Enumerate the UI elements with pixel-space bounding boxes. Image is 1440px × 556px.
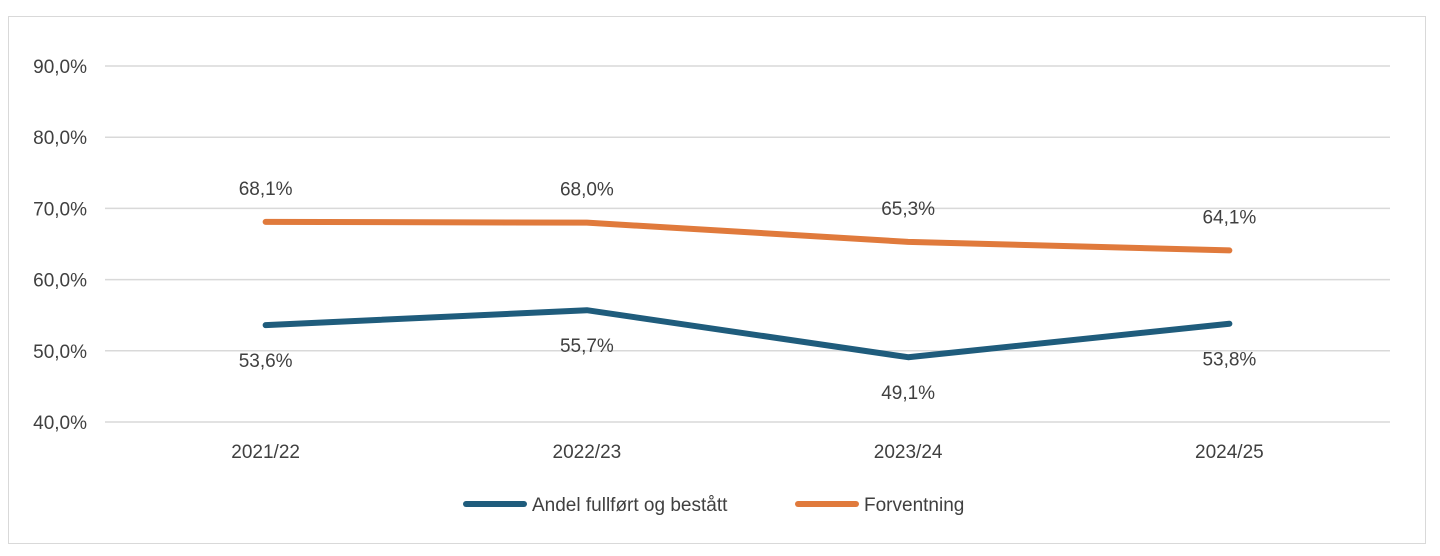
- y-axis-ticks: 40,0% 50,0% 60,0% 70,0% 80,0% 90,0%: [33, 57, 87, 434]
- series-lines: [262, 218, 1233, 361]
- data-label: 64,1%: [1202, 207, 1256, 228]
- y-tick-label: 50,0%: [33, 342, 87, 363]
- data-label: 68,1%: [239, 179, 293, 200]
- data-label: 65,3%: [881, 199, 935, 220]
- y-tick-label: 90,0%: [33, 57, 87, 78]
- y-tick-label: 60,0%: [33, 271, 87, 292]
- data-label: 68,0%: [560, 180, 614, 201]
- data-point: [586, 309, 588, 311]
- data-label: 49,1%: [881, 383, 935, 404]
- data-label: 53,8%: [1202, 350, 1256, 371]
- data-label: 53,6%: [239, 351, 293, 372]
- series-line-1: [262, 218, 1233, 254]
- y-tick-label: 40,0%: [33, 413, 87, 434]
- x-tick-label: 2023/24: [874, 442, 943, 463]
- data-point: [586, 222, 588, 224]
- gridlines: [105, 65, 1390, 423]
- legend: Andel fullført og bestått Forventning: [463, 495, 964, 516]
- data-point: [907, 241, 909, 243]
- x-tick-label: 2021/22: [231, 442, 300, 463]
- y-tick-label: 70,0%: [33, 199, 87, 220]
- data-label: 55,7%: [560, 336, 614, 357]
- data-point: [265, 221, 267, 223]
- legend-label: Andel fullført og bestått: [532, 495, 728, 516]
- y-tick-label: 80,0%: [33, 128, 87, 149]
- data-point: [265, 324, 267, 326]
- x-axis-ticks: 2021/22 2022/23 2023/24 2024/25: [231, 442, 1263, 463]
- data-point: [1228, 323, 1230, 325]
- legend-label: Forventning: [864, 495, 964, 516]
- data-labels: 53,6% 55,7% 49,1% 53,8% 68,1% 68,0% 65,3% 64,1%: [239, 179, 1257, 404]
- series-line-0: [262, 307, 1233, 361]
- data-point: [1228, 249, 1230, 251]
- x-tick-label: 2024/25: [1195, 442, 1264, 463]
- x-tick-label: 2022/23: [553, 442, 622, 463]
- data-point: [907, 356, 909, 358]
